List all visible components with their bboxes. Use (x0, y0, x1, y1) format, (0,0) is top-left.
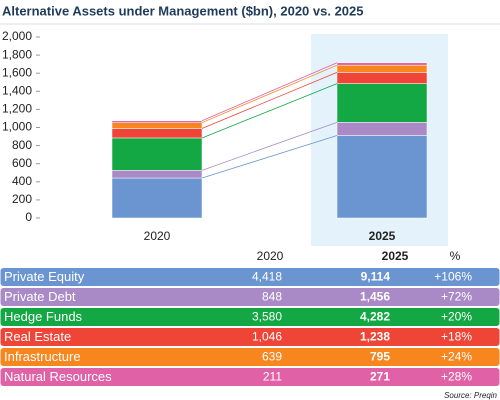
row-name: Natural Resources (4, 369, 112, 384)
y-tick-label: 1,800 (2, 47, 32, 61)
x-tick-label: 2025 (369, 229, 396, 243)
y-tick-label: 400 (12, 174, 32, 188)
bar-segment (111, 122, 203, 129)
bar-segment (336, 83, 428, 123)
row-name: Infrastructure (4, 349, 81, 364)
table-cell: +72% (441, 290, 472, 304)
y-tick-label: 1,200 (2, 102, 32, 116)
y-tick-label: 2,000 (2, 29, 32, 43)
bar-segment (336, 122, 428, 136)
x-tick-label: 2020 (144, 229, 171, 243)
bar-segment (336, 135, 428, 219)
table-cell: +20% (441, 310, 472, 324)
connector (201, 64, 338, 124)
table-cell: 211 (263, 370, 282, 384)
row-name: Real Estate (4, 329, 71, 344)
table-col-header: 2020 (257, 249, 284, 263)
table-cell: 848 (262, 290, 282, 304)
table-cell: 639 (262, 350, 282, 364)
table-header: % (450, 249, 461, 263)
y-tick-label: 1,000 (2, 120, 32, 134)
y-tick-label: 0 (25, 210, 32, 224)
y-tick-label: 1,600 (2, 65, 32, 79)
table-col-header: 2025 (382, 249, 409, 263)
connector (201, 72, 338, 129)
table-row (0, 308, 500, 326)
connector (201, 83, 338, 139)
y-tick-label: 1,400 (2, 83, 32, 97)
table-cell: +28% (441, 370, 472, 384)
bar-segment (336, 64, 428, 73)
table-cell: 4,418 (252, 270, 282, 284)
connector (201, 62, 338, 122)
source: Source: Preqin (444, 391, 497, 400)
table-cell: 1,456 (360, 290, 390, 304)
y-tick-label: 800 (12, 138, 32, 152)
table-row (0, 368, 500, 386)
chart-title: Alternative Assets under Management ($bn… (2, 3, 364, 18)
table-cell: 9,114 (361, 270, 391, 284)
table-cell: 3,580 (252, 310, 282, 324)
table-row (0, 268, 500, 286)
bar-segment (111, 120, 203, 123)
table-cell: 1,238 (360, 330, 390, 344)
bar-segment (336, 62, 428, 66)
row-name: Private Equity (4, 269, 85, 284)
y-tick-label: 200 (12, 192, 32, 206)
connector (201, 135, 338, 179)
y-tick-label: 600 (12, 156, 32, 170)
connector (201, 121, 338, 171)
table-cell: +24% (441, 350, 472, 364)
table-cell: 271 (370, 370, 390, 384)
table-cell: 4,282 (360, 310, 390, 324)
bar-segment (111, 137, 203, 171)
table-row (0, 328, 500, 346)
bar-segment (111, 128, 203, 139)
bar-segment (111, 170, 203, 179)
row-name: Hedge Funds (4, 309, 83, 324)
table-cell: +18% (441, 330, 472, 344)
bar-segment (111, 177, 203, 219)
table-cell: 795 (370, 350, 390, 364)
table-cell: +106% (434, 270, 472, 284)
row-name: Private Debt (4, 289, 76, 304)
bar-segment (336, 72, 428, 84)
table-cell: 1,046 (252, 330, 282, 344)
table-row (0, 348, 500, 366)
table-row (0, 288, 500, 306)
